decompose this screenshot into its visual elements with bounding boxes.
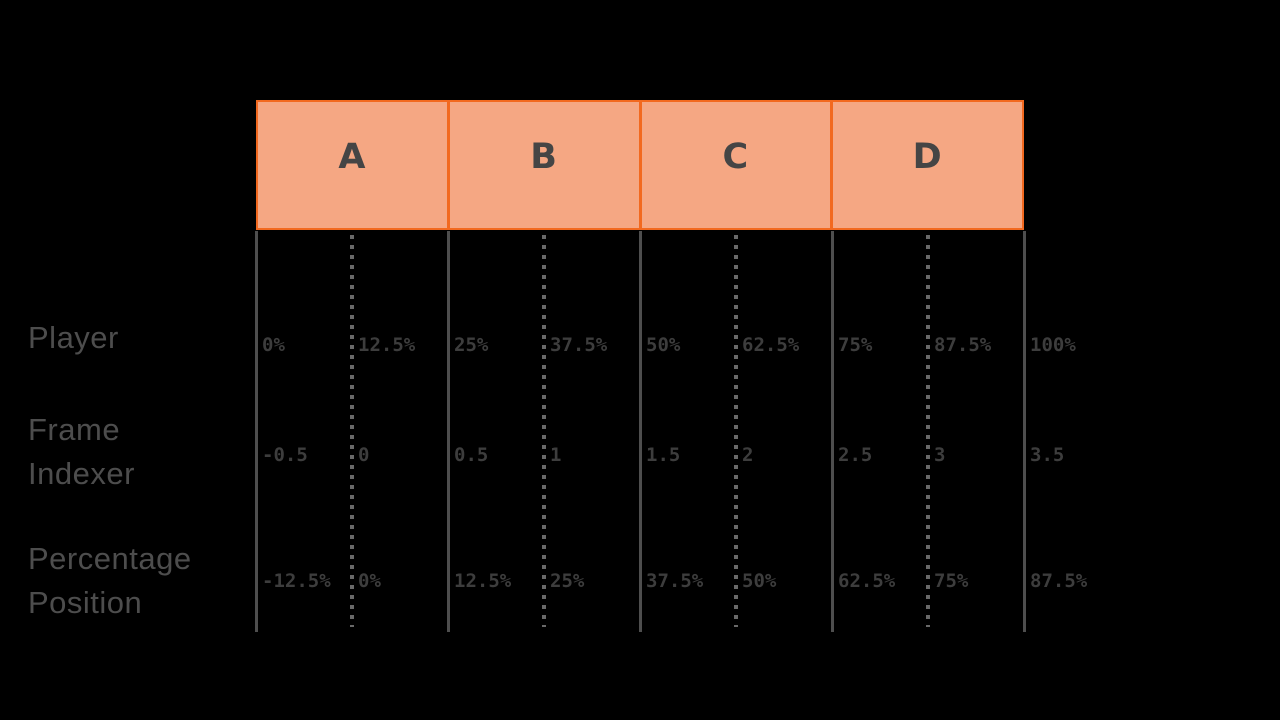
frame-letter: A (338, 137, 367, 177)
value-label: 0.5 (454, 444, 489, 466)
value-label: 3.5 (1030, 444, 1065, 466)
frame-letter: C (722, 137, 750, 177)
solid-grid-line (255, 231, 258, 632)
frames-row: A B C D (256, 100, 1024, 230)
value-label: 75% (838, 334, 873, 356)
value-label: 50% (646, 334, 681, 356)
value-label: 2 (742, 444, 754, 466)
value-label: 1.5 (646, 444, 681, 466)
frame-letter: B (530, 137, 558, 177)
frame-box-b: B (446, 102, 639, 228)
value-label: 1 (550, 444, 562, 466)
dotted-grid-line (734, 235, 738, 627)
value-label: 62.5% (838, 570, 896, 592)
value-label: 0% (358, 570, 381, 592)
row-label-player: Player (28, 320, 119, 355)
frame-letter: D (912, 137, 943, 177)
row-label-frame-indexer: Frame Indexer (28, 412, 135, 491)
value-label: 0 (358, 444, 370, 466)
solid-grid-line (447, 231, 450, 632)
dotted-grid-line (542, 235, 546, 627)
value-label: 12.5% (454, 570, 512, 592)
solid-grid-line (639, 231, 642, 632)
value-label: 25% (550, 570, 585, 592)
value-label: 62.5% (742, 334, 800, 356)
value-label: 0% (262, 334, 285, 356)
dotted-grid-line (350, 235, 354, 627)
row-label-percentage-position: Percentage Position (28, 541, 192, 620)
value-label: 100% (1030, 334, 1076, 356)
frame-box-c: C (638, 102, 831, 228)
dotted-grid-line (926, 235, 930, 627)
value-label: 87.5% (934, 334, 992, 356)
frame-box-a: A (258, 102, 447, 228)
value-label: 25% (454, 334, 489, 356)
value-label: 12.5% (358, 334, 416, 356)
value-label: 75% (934, 570, 969, 592)
value-label: 87.5% (1030, 570, 1088, 592)
value-label: 2.5 (838, 444, 873, 466)
value-label: -12.5% (262, 570, 331, 592)
value-label: 50% (742, 570, 777, 592)
value-label: 37.5% (646, 570, 704, 592)
value-label: -0.5 (262, 444, 308, 466)
solid-grid-line (1023, 231, 1026, 632)
value-label: 3 (934, 444, 946, 466)
frame-box-d: D (830, 102, 1022, 228)
value-label: 37.5% (550, 334, 608, 356)
solid-grid-line (831, 231, 834, 632)
